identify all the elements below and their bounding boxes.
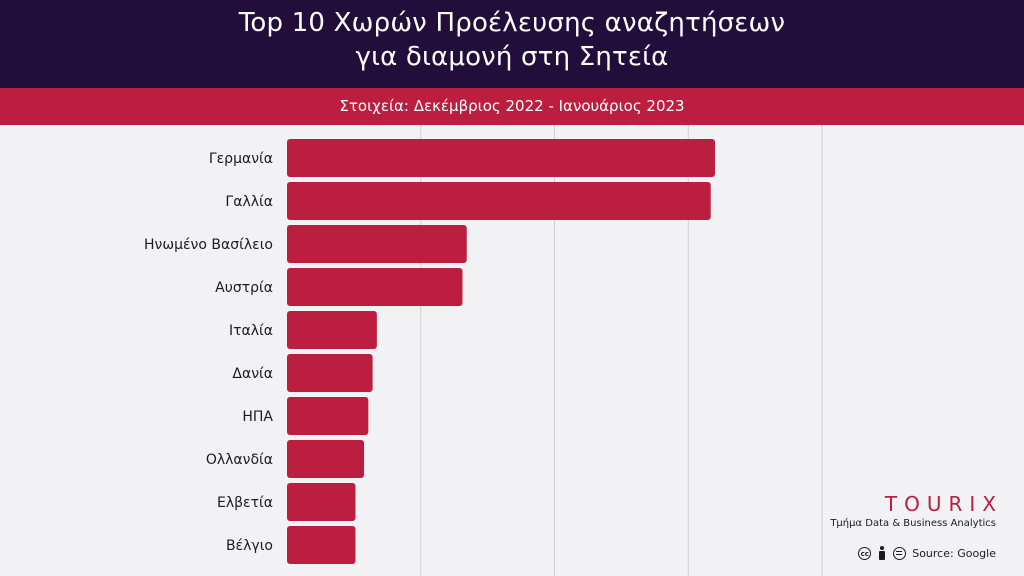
chart-title-line2: για διαμονή στη Σητεία [355, 42, 669, 72]
category-label-6: Δανία [232, 366, 273, 382]
category-label-7: ΗΠΑ [242, 409, 273, 425]
source-text: Source: Google [912, 546, 996, 560]
category-label-9: Ελβετία [217, 495, 273, 511]
bar-1 [287, 139, 715, 177]
bar-10 [287, 526, 356, 564]
bar-8 [287, 440, 365, 478]
cc-icon: cc [858, 546, 872, 560]
category-label-3: Ηνωμένο Βασίλειο [144, 237, 273, 253]
category-label-5: Ιταλία [229, 323, 273, 339]
category-label-1: Γερμανία [209, 151, 273, 167]
bar-6 [287, 354, 373, 392]
category-label-10: Βέλγιο [226, 538, 273, 554]
bar-7 [287, 397, 369, 435]
brand-block: TOURIX Τμήμα Data & Business Analytics [830, 492, 996, 529]
bar-3 [287, 225, 467, 263]
category-label-4: Αυστρία [215, 280, 273, 296]
bar-9 [287, 483, 356, 521]
nd-icon [893, 546, 907, 560]
brand-tagline: Τμήμα Data & Business Analytics [830, 518, 996, 529]
bar-chart: Γερμανία Γαλλία Ηνωμένο Βασίλειο Αυστρία Ιτα… [144, 125, 823, 576]
source-row: cc Source: Google [858, 546, 996, 560]
chart-title-line1: Top 10 Χωρών Προέλευσης αναζητήσεων [238, 8, 786, 38]
by-icon [877, 546, 887, 560]
bar-2 [287, 182, 711, 220]
category-label-8: Ολλανδία [206, 452, 273, 468]
header-banner: Top 10 Χωρών Προέλευσης αναζητήσεων για … [0, 0, 1024, 88]
subtitle-bar: Στοιχεία: Δεκέμβριος 2022 - Ιανουάριος 2… [0, 88, 1024, 125]
tourix-logo: TOURIX [884, 492, 1003, 516]
bar-5 [287, 311, 377, 349]
chart-subtitle: Στοιχεία: Δεκέμβριος 2022 - Ιανουάριος 2… [339, 97, 685, 115]
category-label-2: Γαλλία [225, 194, 273, 210]
bar-4 [287, 268, 463, 306]
